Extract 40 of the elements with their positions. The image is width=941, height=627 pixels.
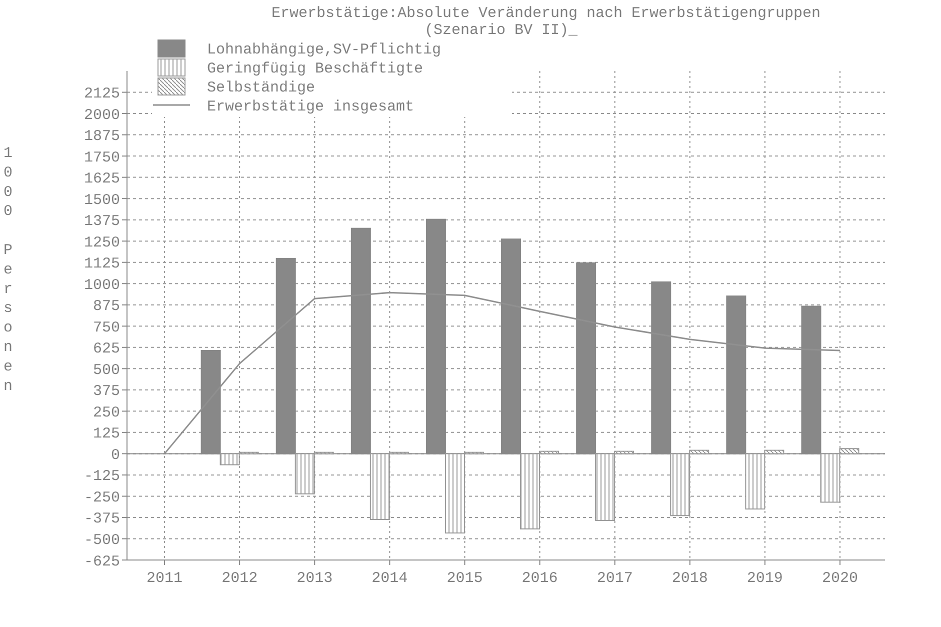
x-tick-label: 2011	[146, 570, 183, 587]
x-tick-label: 2012	[222, 570, 258, 587]
x-tick-label: 2013	[296, 570, 333, 587]
chart-subtitle: (Szenario BV II)_	[424, 22, 579, 39]
y-tick-label: 125	[92, 426, 120, 443]
y-tick-label: 0	[110, 446, 120, 464]
y-tick-label: 2000	[84, 106, 120, 124]
x-tick-label: 2020	[822, 570, 858, 587]
legend-label: Lohnabhängige,SV-Pflichtig	[207, 41, 442, 58]
y-tick-label: 875	[92, 298, 120, 316]
x-tick-label: 2014	[372, 570, 408, 587]
y-tick-label: -375	[84, 510, 120, 528]
x-tick-label: 2017	[596, 570, 633, 587]
chart-title: Erwerbstätige:Absolute Veränderung nach Erwerbstätigengruppen	[271, 5, 821, 22]
y-tick-label: -625	[84, 553, 120, 570]
y-tick-label: 250	[92, 404, 120, 422]
y-tick-label: 750	[92, 319, 120, 336]
y-tick-label: 500	[92, 362, 120, 379]
text: 1000 Personen	[3, 145, 13, 395]
x-tick-label: 2015	[446, 570, 483, 587]
x-tick-label: 2019	[746, 570, 783, 587]
y-tick-label: 2125	[84, 86, 120, 103]
y-tick-label: 1000	[84, 276, 120, 294]
y-tick-label: 375	[92, 383, 120, 400]
y-tick-label: 1125	[84, 256, 120, 273]
y-tick-label: -500	[84, 532, 120, 549]
y-tick-label: 625	[92, 340, 120, 358]
legend-label: Selbständige	[207, 79, 316, 96]
legend-label: Geringfügig Beschäftigte	[207, 60, 424, 78]
y-tick-label: 1500	[84, 192, 120, 209]
x-tick-label: 2016	[522, 570, 558, 587]
x-tick-label: 2018	[672, 570, 708, 587]
y-tick-label: 1375	[84, 213, 120, 230]
y-tick-label: 1250	[84, 234, 120, 252]
y-tick-label: -125	[84, 468, 120, 486]
legend-label: Erwerbstätige insgesamt	[207, 98, 414, 116]
y-tick-label: 1875	[84, 128, 120, 146]
y-tick-label: 1625	[84, 170, 120, 188]
y-tick-label: 1750	[84, 149, 120, 166]
y-tick-label: -250	[84, 489, 120, 506]
